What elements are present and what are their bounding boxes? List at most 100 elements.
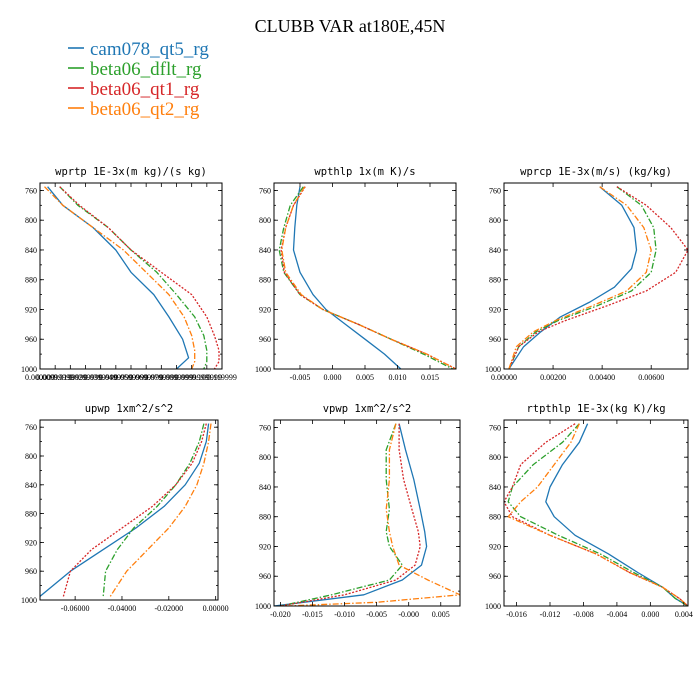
x-tick-label: 0.0199999 [53, 373, 87, 382]
y-tick-label: 880 [489, 276, 501, 285]
x-tick-label: -0.005 [290, 373, 311, 382]
series-group [40, 423, 212, 597]
y-tick-label: 960 [259, 335, 271, 344]
x-tick-label: 0.00600 [638, 373, 664, 382]
legend-item: beta06_qt1_rg [68, 79, 200, 100]
x-tick-label: 0.005 [432, 610, 450, 619]
y-tick-label: 880 [489, 513, 501, 522]
y-tick-label: 1000 [21, 596, 37, 605]
series-line-cam078_qt5_rg [292, 186, 402, 369]
y-tick-label: 880 [259, 276, 271, 285]
x-tick-label: 0.010 [389, 373, 407, 382]
y-tick-label: 760 [489, 423, 501, 432]
y-tick-label: 960 [25, 335, 37, 344]
y-tick-label: 920 [25, 538, 37, 547]
panel-title: rtpthlp 1E-3x(kg K)/kg [526, 403, 665, 415]
y-tick-label: 960 [259, 572, 271, 581]
y-tick-label: 880 [25, 276, 37, 285]
y-tick-label: 960 [25, 567, 37, 576]
series-group [504, 423, 688, 606]
series-line-beta06_qt1_rg [504, 423, 688, 606]
series-line-beta06_qt2_rg [286, 423, 460, 606]
y-tick-label: 760 [259, 423, 271, 432]
y-tick-label: 800 [259, 453, 271, 462]
legend-label: cam078_qt5_rg [90, 39, 209, 60]
series-group [44, 186, 220, 369]
series-line-beta06_qt1_rg [59, 186, 220, 369]
x-tick-label: -0.004 [607, 610, 628, 619]
figure-title: CLUBB VAR at180E,45N [255, 16, 446, 36]
x-tick-label: 0.0999999 [175, 373, 209, 382]
plot-frame [503, 419, 689, 607]
series-line-beta06_qt2_rg [109, 423, 212, 597]
panel-upwp: upwp 1xm^2/s^2 760 800 840 880 920 960 1000 -0.0… [21, 403, 229, 613]
x-tick-label: -0.000 [398, 610, 419, 619]
y-tick-label: 840 [489, 246, 501, 255]
series-group [274, 423, 460, 606]
y-tick-label: 1000 [255, 365, 271, 374]
legend-label: beta06_dflt_rg [90, 59, 202, 80]
y-tick-label: 920 [489, 305, 501, 314]
x-tick-label: 0.119999 [207, 373, 237, 382]
panel-wprcp: wprcp 1E-3x(m/s) (kg/kg) 760 800 840 880 920 9… [485, 166, 689, 382]
y-tick-label: 840 [25, 246, 37, 255]
x-tick-label: 0.0399999 [84, 373, 118, 382]
plot-frame [39, 182, 223, 370]
panel-title: wpthlp 1x(m K)/s [314, 166, 415, 178]
y-tick-label: 840 [25, 481, 37, 490]
x-tick-label: 0.0899999 [160, 373, 194, 382]
panel-title: vpwp 1xm^2/s^2 [323, 403, 412, 415]
y-tick-label: 880 [25, 510, 37, 519]
series-line-beta06_dflt_rg [59, 186, 208, 369]
y-tick-label: 760 [25, 186, 37, 195]
series-line-beta06_dflt_rg [102, 423, 205, 597]
series-line-beta06_dflt_rg [278, 186, 454, 369]
x-tick-label: -0.012 [540, 610, 561, 619]
series-line-beta06_qt1_rg [280, 423, 421, 606]
y-tick-label: 920 [259, 305, 271, 314]
y-tick-label: 1000 [485, 365, 501, 374]
x-tick-label: -0.020 [270, 610, 291, 619]
series-line-cam078_qt5_rg [274, 423, 428, 606]
y-tick-label: 840 [489, 483, 501, 492]
series-group [278, 186, 456, 369]
x-tick-label: 0.00999999 [36, 373, 74, 382]
x-tick-label: 0.004 [675, 610, 693, 619]
series-line-cam078_qt5_rg [545, 423, 688, 606]
panel-title: wprtp 1E-3x(m kg)/(s kg) [55, 166, 207, 178]
y-tick-label: 760 [489, 186, 501, 195]
x-tick-label: -0.04000 [108, 604, 137, 613]
x-tick-label: 0.00200 [540, 373, 566, 382]
panel-vpwp: vpwp 1xm^2/s^27608008408809209601000-0.0… [255, 403, 461, 619]
plot-frame [39, 419, 219, 601]
panel-title: wprcp 1E-3x(m/s) (kg/kg) [520, 166, 672, 178]
x-tick-label: -0.005 [366, 610, 387, 619]
x-tick-label: -0.008 [573, 610, 594, 619]
legend-label: beta06_qt2_rg [90, 99, 200, 120]
series-line-cam078_qt5_rg [47, 186, 190, 369]
y-tick-label: 800 [25, 216, 37, 225]
x-tick-label: -0.016 [506, 610, 527, 619]
x-tick-label: 0.109999 [192, 373, 222, 382]
y-tick-label: 1000 [485, 602, 501, 611]
y-tick-label: 920 [489, 542, 501, 551]
x-tick-label: 0.000000 [25, 373, 55, 382]
y-tick-label: 920 [25, 305, 37, 314]
series-line-beta06_dflt_rg [508, 186, 657, 369]
series-line-beta06_qt2_rg [44, 186, 196, 369]
y-tick-label: 1000 [21, 365, 37, 374]
plot-frame [273, 419, 461, 607]
series-group [508, 186, 688, 369]
panel-wprtp: wprtp 1E-3x(m kg)/(s kg) 760 800 840 880 920 9… [21, 166, 237, 382]
series-line-cam078_qt5_rg [508, 186, 638, 369]
y-tick-label: 1000 [255, 602, 271, 611]
y-tick-label: 800 [489, 453, 501, 462]
x-tick-label: 0.0299999 [69, 373, 103, 382]
x-tick-label: 0.00000 [203, 604, 229, 613]
legend-label: beta06_qt1_rg [90, 79, 200, 100]
panel-title: upwp 1xm^2/s^2 [85, 403, 174, 415]
series-line-beta06_qt2_rg [281, 186, 456, 369]
panel-wpthlp: wpthlp 1x(m K)/s 760 800 840 880 920 960 1000 -0… [255, 166, 457, 382]
x-tick-label: -0.015 [302, 610, 323, 619]
x-tick-label: 0.015 [421, 373, 439, 382]
